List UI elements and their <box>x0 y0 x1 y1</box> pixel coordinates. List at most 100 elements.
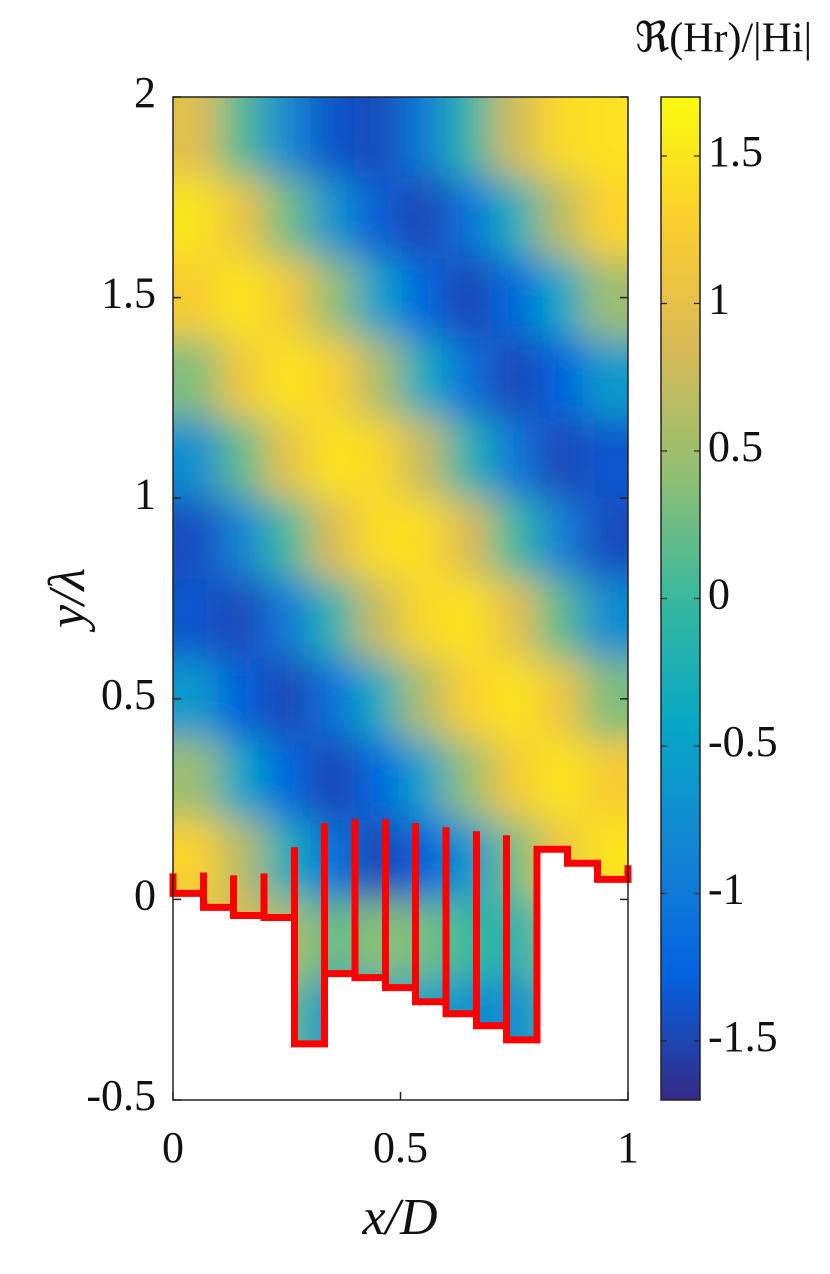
heatmap-cell <box>537 819 583 900</box>
heatmap-cell <box>400 257 447 339</box>
heatmap-cell <box>491 979 538 1044</box>
heatmap-cell <box>218 819 265 900</box>
x-axis-label: x/D <box>361 1189 437 1246</box>
heatmap-cell <box>491 177 538 258</box>
heatmap-cell <box>355 257 401 339</box>
heatmap-cell <box>309 899 356 981</box>
heatmap-cell <box>537 417 583 499</box>
y-tick-label: 1.5 <box>101 269 156 318</box>
heatmap-cell <box>537 257 583 339</box>
colorbar-tick-label: 0.5 <box>708 422 763 471</box>
heatmap-cell <box>355 177 401 258</box>
heatmap-cell <box>446 257 492 339</box>
heatmap-cell <box>491 578 538 660</box>
heatmap-cell <box>491 257 538 339</box>
heatmap-cell <box>309 979 356 1044</box>
heatmap-cell <box>355 819 401 900</box>
heatmap-cell <box>355 337 401 419</box>
heatmap-cell <box>218 498 265 579</box>
heatmap-cell <box>264 337 310 419</box>
heatmap-cell <box>446 498 492 579</box>
heatmap-cell <box>400 97 447 178</box>
heatmap-cell <box>355 417 401 499</box>
heatmap-cell <box>218 417 265 499</box>
heatmap-cell <box>582 578 628 660</box>
colorbar-tick-label: 1.5 <box>708 127 763 176</box>
heatmap-cell <box>400 337 447 419</box>
heatmap-cell <box>218 257 265 339</box>
heatmap-cell <box>173 738 219 820</box>
heatmap-cell <box>446 337 492 419</box>
heatmap-cell <box>173 97 219 178</box>
x-tick-label: 0 <box>162 1123 184 1172</box>
heatmap-cell <box>400 899 447 981</box>
heatmap-cell <box>264 177 310 258</box>
heatmap-cell <box>218 177 265 258</box>
heatmap-cell <box>400 417 447 499</box>
heatmap-cell <box>173 417 219 499</box>
heatmap-cell <box>537 658 583 740</box>
heatmap-cell <box>309 498 356 579</box>
heatmap-cell <box>491 899 538 981</box>
heatmap-cell <box>491 97 538 178</box>
heatmap-cell <box>537 578 583 660</box>
heatmap-cell <box>264 658 310 740</box>
heatmap-cell <box>491 819 538 900</box>
heatmap-cell <box>355 658 401 740</box>
heatmap-cell <box>582 738 628 820</box>
colorbar-tick-label: 0 <box>708 570 730 619</box>
heatmap-cell <box>309 417 356 499</box>
heatmap-cell <box>173 899 219 981</box>
heatmap-cell <box>218 97 265 178</box>
heatmap-field <box>173 97 628 1044</box>
heatmap-cell <box>446 97 492 178</box>
heatmap-cell <box>173 819 219 900</box>
colorbar-tick-label: -0.5 <box>708 717 778 766</box>
heatmap-cell <box>582 498 628 579</box>
heatmap-cell <box>446 417 492 499</box>
heatmap-cell <box>400 738 447 820</box>
heatmap-cell <box>400 658 447 740</box>
heatmap-cell <box>537 498 583 579</box>
y-tick-label: -0.5 <box>86 1071 156 1120</box>
heatmap-cell <box>355 97 401 178</box>
colorbar-label: ℜ(Hr)/|Hi| <box>635 16 812 62</box>
heatmap-cell <box>218 337 265 419</box>
heatmap-cell <box>309 658 356 740</box>
heatmap-cell <box>309 97 356 178</box>
heatmap-cell <box>446 177 492 258</box>
heatmap-cell <box>355 578 401 660</box>
heatmap-cell <box>264 498 310 579</box>
colorbar <box>660 96 701 1101</box>
heatmap-cell <box>400 578 447 660</box>
heatmap-cell <box>582 417 628 499</box>
heatmap-cell <box>446 979 492 1044</box>
heatmap-cell <box>173 177 219 258</box>
heatmap-cell <box>173 337 219 419</box>
heatmap-cell <box>309 257 356 339</box>
heatmap-cell <box>309 578 356 660</box>
heatmap-cell <box>218 658 265 740</box>
heatmap-cell <box>264 578 310 660</box>
heatmap-cell <box>400 498 447 579</box>
heatmap-cell <box>491 738 538 820</box>
heatmap-cell <box>173 498 219 579</box>
heatmap-cell <box>582 97 628 178</box>
colorbar-tick-label: -1.5 <box>708 1012 778 1061</box>
heatmap-cell <box>582 337 628 419</box>
heatmap-cell <box>218 578 265 660</box>
heatmap-cell <box>400 177 447 258</box>
heatmap-cell <box>400 819 447 900</box>
y-tick-label: 1 <box>134 469 156 518</box>
heatmap-cell <box>309 337 356 419</box>
heatmap-cell <box>218 738 265 820</box>
heatmap-cell <box>537 738 583 820</box>
heatmap-cell <box>537 177 583 258</box>
heatmap-cell <box>446 899 492 981</box>
heatmap-cell <box>173 578 219 660</box>
heatmap-cell <box>218 979 265 1044</box>
heatmap-cell <box>264 738 310 820</box>
heatmap-cell <box>264 417 310 499</box>
